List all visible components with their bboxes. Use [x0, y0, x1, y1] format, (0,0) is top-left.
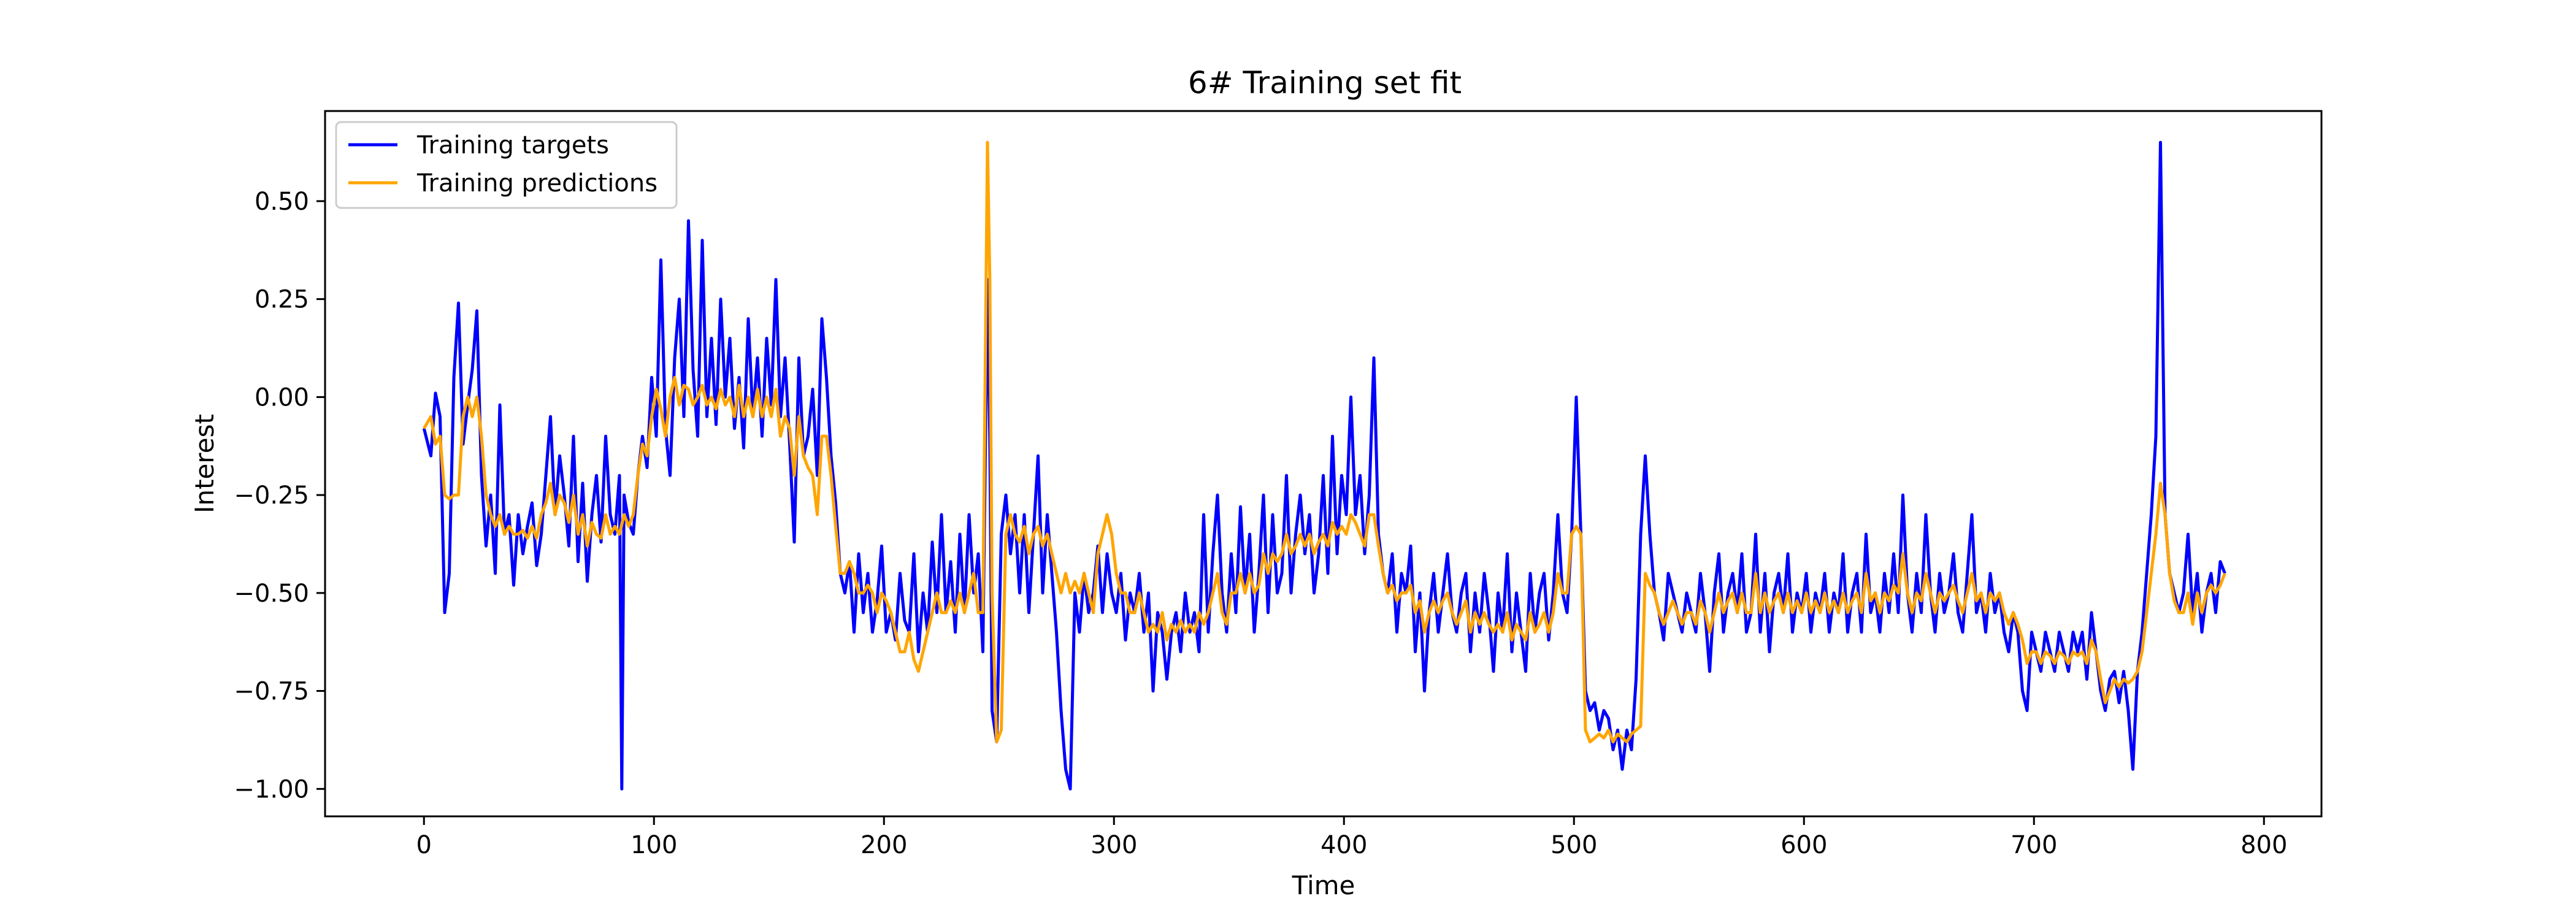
x-tick-label: 400: [1321, 831, 1367, 859]
x-axis: 0 100 200 300 400 500 600 700 800: [416, 816, 2287, 859]
y-tick-label: −0.75: [234, 678, 309, 706]
y-tick-label: 0.50: [255, 188, 309, 216]
series-line-training-predictions: [423, 140, 2226, 744]
y-tick-label: 0.00: [255, 383, 309, 412]
y-tick-label: −1.00: [234, 775, 309, 803]
y-axis-title: Interest: [190, 414, 220, 513]
x-tick-label: 700: [2011, 831, 2057, 859]
series-layer: [422, 140, 2226, 791]
plot-area-frame: [324, 110, 2323, 818]
y-axis: 0.50 0.25 0.00 −0.25 −0.50 −0.75 −1.00: [234, 188, 325, 803]
legend-box: [335, 121, 678, 209]
x-tick-label: 800: [2241, 831, 2287, 859]
x-tick-label: 0: [416, 831, 432, 859]
x-tick-label: 200: [861, 831, 907, 859]
y-tick-label: −0.25: [234, 481, 309, 510]
x-tick-label: 500: [1551, 831, 1597, 859]
y-tick-label: 0.25: [255, 286, 309, 314]
series-line-training-targets: [422, 140, 2226, 791]
legend-label-training-predictions: Training predictions: [416, 169, 657, 197]
legend-label-training-targets: Training targets: [416, 131, 609, 159]
x-axis-title: Time: [1292, 870, 1355, 900]
x-tick-label: 600: [1781, 831, 1827, 859]
legend: Training targets Training predictions: [335, 121, 678, 209]
chart-title: 6# Training set fit: [1188, 65, 1462, 101]
y-tick-label: −0.50: [234, 580, 309, 608]
x-tick-label: 100: [631, 831, 677, 859]
x-tick-label: 300: [1091, 831, 1137, 859]
